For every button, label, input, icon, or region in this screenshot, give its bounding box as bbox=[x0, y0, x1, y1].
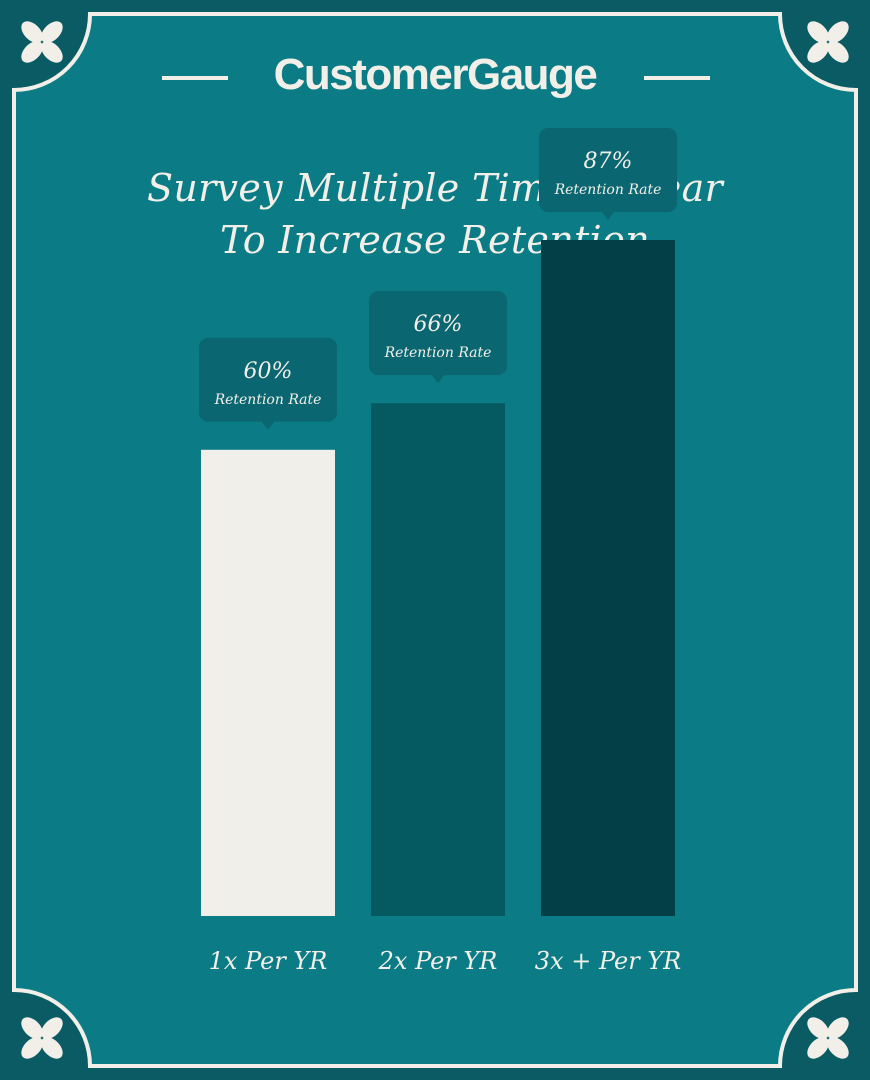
category-label-1: 1x Per YR bbox=[209, 947, 328, 975]
brand-rule-right bbox=[644, 76, 710, 80]
callout-pointer-2 bbox=[431, 374, 445, 384]
corner-flower-icon bbox=[807, 1017, 849, 1059]
annotation-label-1: Retention Rate bbox=[214, 392, 322, 408]
callout-pointer-3 bbox=[601, 211, 615, 221]
corner-flower-icon bbox=[807, 21, 849, 63]
corner-flower-icon bbox=[21, 21, 63, 63]
callout-pointer-1 bbox=[261, 420, 275, 430]
value-label-2: 66% bbox=[414, 312, 463, 337]
value-label-1: 60% bbox=[244, 359, 293, 384]
annotation-label-2: Retention Rate bbox=[384, 345, 492, 361]
callout-box-1 bbox=[199, 337, 337, 422]
brand-logo: CustomerGauge bbox=[273, 50, 598, 99]
annotation-label-3: Retention Rate bbox=[554, 182, 662, 198]
brand-rule-left bbox=[162, 76, 228, 80]
callout-box-3 bbox=[539, 128, 677, 213]
value-label-3: 87% bbox=[584, 149, 633, 174]
corner-flower-icon bbox=[21, 1017, 63, 1059]
bar-1 bbox=[201, 449, 335, 916]
category-label-3: 3x + Per YR bbox=[535, 947, 681, 975]
bar-2 bbox=[371, 403, 505, 916]
bar-3 bbox=[541, 240, 675, 916]
callout-box-2 bbox=[369, 291, 507, 376]
category-label-2: 2x Per YR bbox=[378, 947, 498, 975]
